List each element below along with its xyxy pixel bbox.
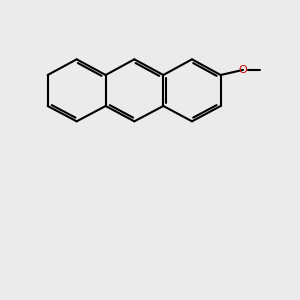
Text: O: O (238, 65, 247, 75)
